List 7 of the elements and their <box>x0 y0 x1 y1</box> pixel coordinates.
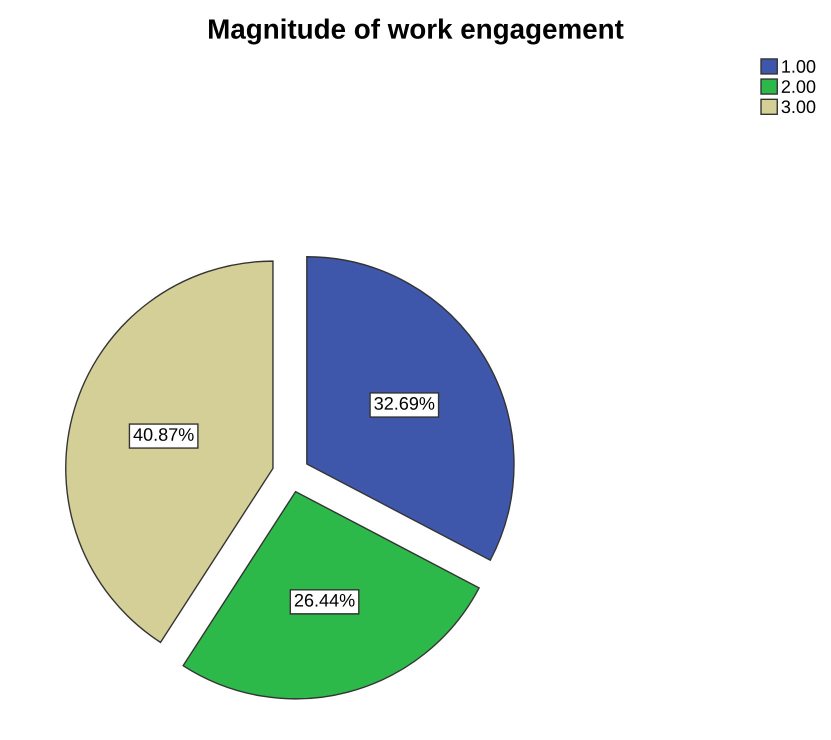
legend-label: 3.00 <box>782 100 816 114</box>
chart-title: Magnitude of work engagement <box>209 18 624 45</box>
data-label: 40.87% <box>133 428 194 441</box>
data-label: 32.69% <box>374 397 434 410</box>
legend-label: 1.00 <box>782 60 816 73</box>
legend-label: 2.00 <box>782 80 816 94</box>
data-label: 26.44% <box>294 594 355 607</box>
